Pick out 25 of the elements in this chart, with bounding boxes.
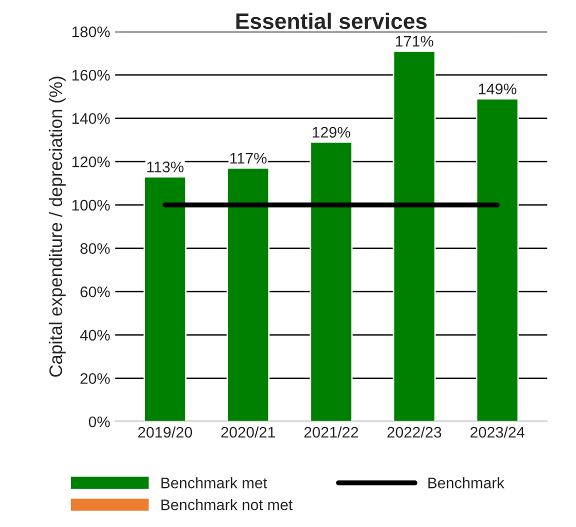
y-tick-label: 140% bbox=[72, 113, 110, 124]
x-tick-label: 2020/21 bbox=[221, 426, 275, 438]
y-tick-label: 0% bbox=[88, 416, 110, 428]
y-tick-label: 60% bbox=[80, 286, 110, 298]
data-label: 171% bbox=[396, 36, 434, 47]
x-tick-label: 2023/24 bbox=[470, 426, 525, 438]
legend-label: Benchmark bbox=[428, 477, 504, 488]
y-tick-label: 20% bbox=[80, 373, 110, 384]
data-label: 149% bbox=[478, 84, 516, 94]
data-label: 129% bbox=[312, 126, 350, 138]
y-tick-label: 40% bbox=[80, 330, 110, 341]
legend-label: Benchmark not met bbox=[161, 499, 293, 510]
x-tick-label: 2019/20 bbox=[138, 426, 192, 438]
chart-title: Essential services bbox=[236, 12, 427, 30]
y-tick-label: 100% bbox=[72, 200, 110, 211]
y-tick-label: 160% bbox=[72, 70, 110, 81]
data-label: 113% bbox=[147, 162, 184, 172]
y-tick-label: 120% bbox=[72, 156, 110, 168]
legend-label: Benchmark met bbox=[161, 477, 268, 488]
x-tick-label: 2022/23 bbox=[387, 426, 442, 438]
x-tick-label: 2021/22 bbox=[304, 426, 358, 438]
y-tick-label: 180% bbox=[72, 26, 110, 38]
y-tick-label: 80% bbox=[80, 243, 110, 254]
y-axis-title: Capital expenditure / depreciation (%) bbox=[48, 76, 66, 377]
data-label: 117% bbox=[230, 152, 267, 164]
